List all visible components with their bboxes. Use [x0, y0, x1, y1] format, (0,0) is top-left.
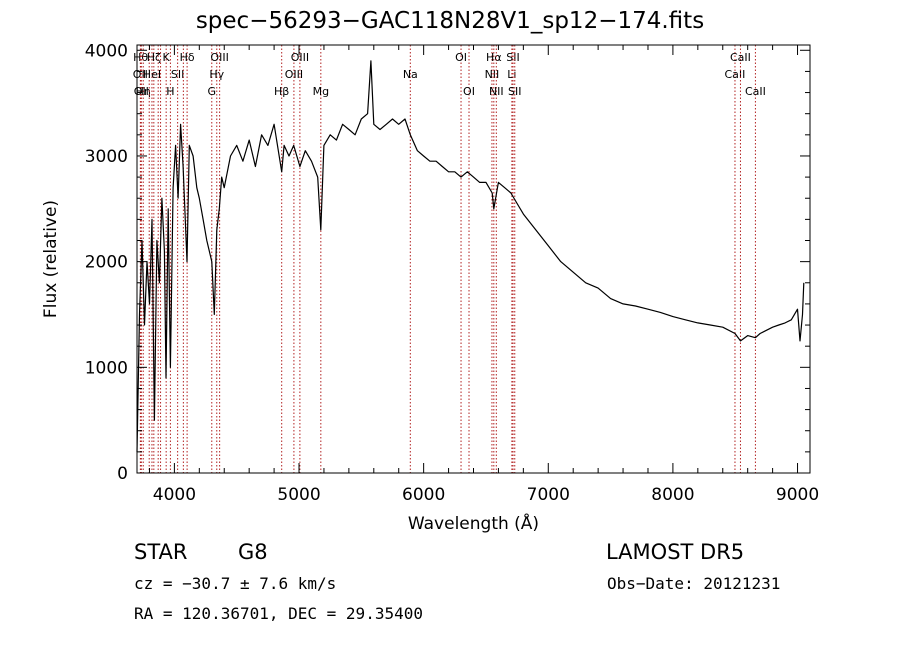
spectral-line-label: Hβ — [274, 85, 289, 98]
spectral-line-label: Hη — [136, 85, 151, 98]
spectral-line-label: Na — [403, 68, 418, 81]
x-axis-label: Wavelength (Å) — [408, 512, 539, 534]
spectral-line-label: NII — [485, 68, 500, 81]
spectral-line-label: Li — [507, 68, 516, 81]
spectral-line-label: OIII — [210, 51, 228, 64]
spectral-line-label: G — [208, 85, 217, 98]
y-tick-label: 2000 — [85, 253, 128, 273]
y-tick-label: 4000 — [85, 41, 128, 61]
spectral-line-label: SII — [171, 68, 184, 81]
y-tick-label: 3000 — [85, 147, 128, 167]
survey-name: LAMOST DR5 — [606, 540, 745, 564]
spectral-line-label: OI — [463, 85, 475, 98]
observation-date: Obs−Date: 20121231 — [607, 574, 781, 593]
object-subclass: G8 — [238, 540, 268, 564]
x-tick-label: 4000 — [153, 485, 196, 505]
plot-frame — [136, 44, 811, 474]
spectral-line-label: OIII — [285, 68, 303, 81]
x-tick-label: 5000 — [277, 485, 320, 505]
redshift-velocity: cz = −30.7 ± 7.6 km/s — [134, 574, 337, 593]
flux-spectrum-line — [136, 60, 805, 452]
x-tick-label: 7000 — [527, 485, 570, 505]
ra-dec-coordinates: RA = 120.36701, DEC = 29.35400 — [134, 604, 423, 623]
spectral-line-label: Mg — [313, 85, 329, 98]
x-tick-label: 9000 — [776, 485, 819, 505]
spectral-line-label: OI — [455, 51, 467, 64]
chart-title: spec−56293−GAC118N28V1_sp12−174.fits — [195, 8, 705, 34]
spectral-line-label: Hδ — [180, 51, 195, 64]
spectral-line-label: SII — [508, 85, 521, 98]
x-tick-label: 8000 — [651, 485, 694, 505]
object-class: STAR — [134, 540, 188, 564]
spectral-line-label: HeI — [143, 68, 161, 81]
spectral-line-label: NII — [489, 85, 504, 98]
spectral-line-label: Hα — [486, 51, 502, 64]
x-tick-label: 6000 — [402, 485, 445, 505]
y-tick-label: 1000 — [85, 358, 128, 378]
spectral-line-label: OII — [134, 85, 149, 98]
spectral-line-label: K — [163, 51, 171, 64]
spectral-line-label: CaII — [730, 51, 751, 64]
spectral-line-label: CaII — [725, 68, 746, 81]
spectral-line-label: H — [166, 85, 174, 98]
y-tick-label: 0 — [117, 464, 128, 484]
spectral-line-label: Hζ — [147, 51, 161, 64]
spectral-line-label: OIII — [291, 51, 309, 64]
y-axis-label: Flux (relative) — [41, 200, 61, 318]
spectral-line-label: Hγ — [209, 68, 224, 81]
spectral-line-label: CaII — [745, 85, 766, 98]
spectral-line-label: SII — [506, 51, 519, 64]
